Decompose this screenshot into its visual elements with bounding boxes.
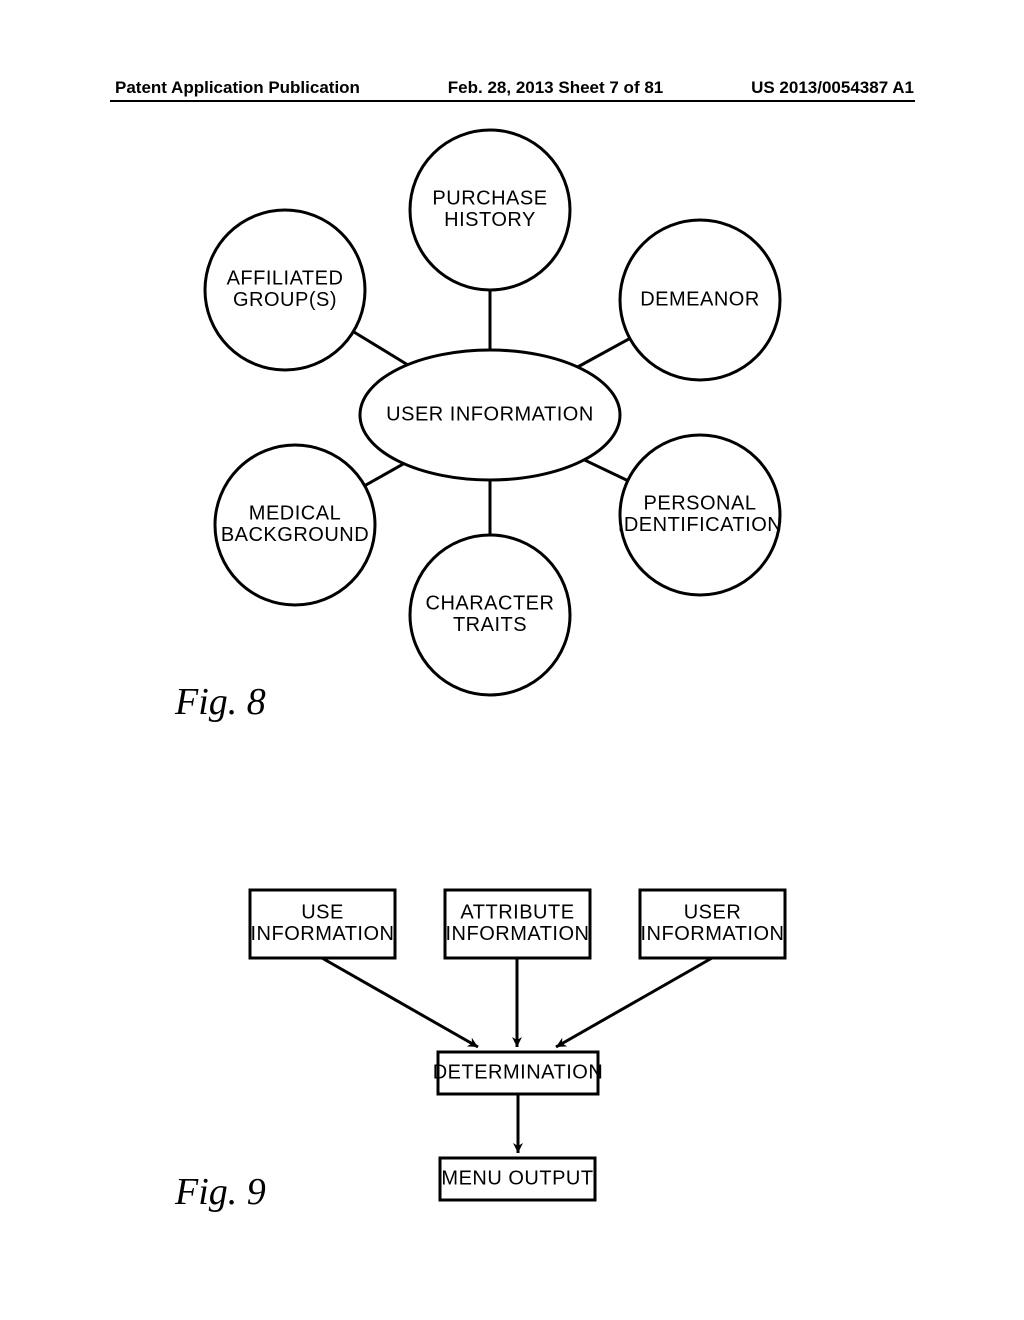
svg-text:INFORMATION: INFORMATION [640, 923, 784, 945]
svg-text:GROUP(S): GROUP(S) [233, 289, 337, 311]
svg-text:AFFILIATED: AFFILIATED [227, 267, 344, 289]
figure-8-caption: Fig. 8 [175, 680, 266, 724]
svg-text:INFORMATION: INFORMATION [250, 923, 394, 945]
svg-text:PERSONAL: PERSONAL [644, 492, 757, 514]
svg-text:MENU OUTPUT: MENU OUTPUT [441, 1167, 593, 1189]
svg-text:TRAITS: TRAITS [453, 614, 527, 636]
svg-text:PURCHASE: PURCHASE [432, 187, 547, 209]
svg-text:ATTRIBUTE: ATTRIBUTE [460, 901, 574, 923]
svg-text:BACKGROUND: BACKGROUND [221, 524, 369, 546]
svg-text:USER: USER [684, 901, 742, 923]
svg-text:DEMEANOR: DEMEANOR [640, 288, 760, 310]
svg-text:IDENTIFICATION: IDENTIFICATION [618, 514, 782, 536]
svg-text:CHARACTER: CHARACTER [426, 592, 555, 614]
figure-8-diagram: PURCHASEHISTORY AFFILIATEDGROUP(S) DEMEANO… [0, 0, 1024, 760]
svg-text:DETERMINATION: DETERMINATION [433, 1061, 604, 1083]
figure-9-caption: Fig. 9 [175, 1170, 266, 1214]
svg-text:HISTORY: HISTORY [444, 209, 536, 231]
page: Patent Application Publication Feb. 28, … [0, 0, 1024, 1320]
svg-text:MEDICAL: MEDICAL [249, 502, 341, 524]
svg-text:USER INFORMATION: USER INFORMATION [386, 403, 594, 425]
figure-9-diagram: USEINFORMATIONATTRIBUTEINFORMATIONUSERIN… [0, 820, 1024, 1320]
svg-text:INFORMATION: INFORMATION [445, 923, 589, 945]
svg-text:USE: USE [301, 901, 344, 923]
